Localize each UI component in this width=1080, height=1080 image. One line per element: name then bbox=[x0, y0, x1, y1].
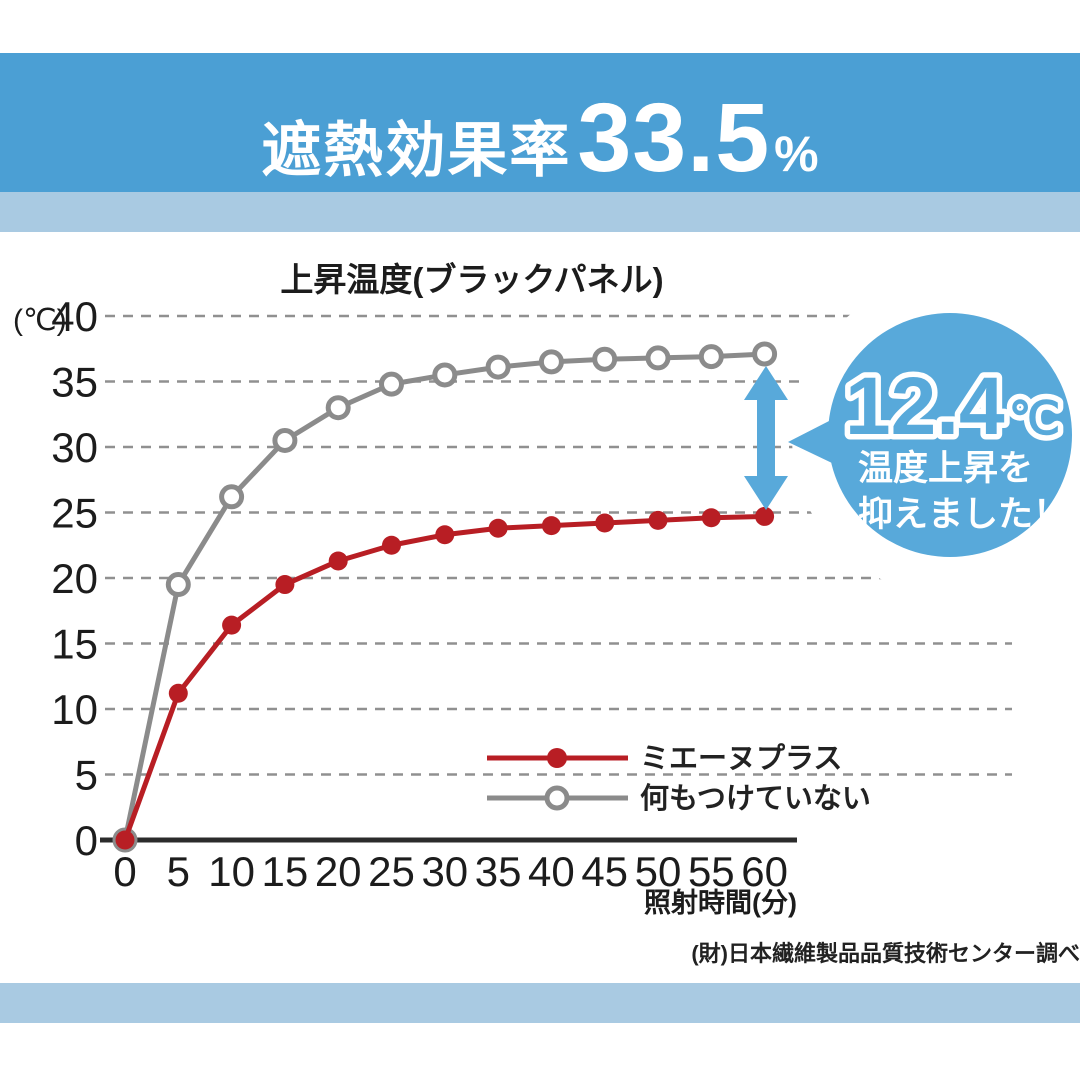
data-point-filled bbox=[328, 551, 348, 571]
data-point-open bbox=[645, 345, 671, 371]
y-tick-label-40: 40 bbox=[51, 293, 98, 340]
y-tick-label-30: 30 bbox=[51, 424, 98, 471]
difference-arrow bbox=[744, 366, 788, 510]
data-point-filled bbox=[435, 525, 455, 545]
banner-title-number: 33.5 bbox=[577, 83, 771, 192]
x-tick-label-5: 5 bbox=[167, 848, 190, 895]
legend-label-gray: 何もつけていない bbox=[640, 782, 871, 815]
source-note: (財)日本繊維製品品質技術センター調べ bbox=[691, 941, 1080, 966]
banner-title: 遮熱効果率 33.5 % bbox=[261, 89, 818, 189]
data-point-filled bbox=[701, 508, 721, 528]
x-tick-label-40: 40 bbox=[528, 848, 575, 895]
data-point-filled bbox=[595, 513, 615, 533]
x-axis-title: 照射時間(分) bbox=[644, 888, 797, 918]
legend-marker-gray-open-circle bbox=[544, 785, 570, 811]
x-tick-label-30: 30 bbox=[421, 848, 468, 895]
x-tick-label-25: 25 bbox=[368, 848, 415, 895]
data-point-filled bbox=[168, 683, 188, 703]
y-tick-label-15: 15 bbox=[51, 621, 98, 668]
data-point-filled bbox=[222, 615, 242, 635]
y-tick-label-0: 0 bbox=[75, 817, 98, 864]
data-point-filled bbox=[275, 575, 295, 595]
bubble-unit: ℃ bbox=[1009, 392, 1061, 444]
banner-title-text: 遮熱効果率 bbox=[261, 117, 572, 184]
banner: 遮熱効果率 33.5 % bbox=[0, 53, 1080, 192]
data-point-filled bbox=[382, 535, 401, 555]
data-point-open bbox=[379, 371, 404, 397]
data-point-open bbox=[165, 572, 191, 598]
data-point-filled bbox=[648, 510, 668, 530]
bubble-line1: 温度上昇を bbox=[858, 449, 1033, 488]
annotation-bubble: 12.4℃ 温度上昇を 抑えました！ bbox=[788, 313, 1072, 557]
data-point-open bbox=[485, 354, 511, 380]
light-blue-band-top bbox=[0, 192, 1080, 232]
data-point-open bbox=[752, 341, 778, 367]
data-point-filled bbox=[488, 518, 508, 538]
legend-marker-red-filled-circle bbox=[547, 748, 567, 768]
x-tick-label-35: 35 bbox=[475, 848, 522, 895]
data-point-open bbox=[432, 362, 458, 388]
data-point-open bbox=[698, 344, 724, 370]
x-tick-label-20: 20 bbox=[315, 848, 362, 895]
bubble-value: 12.4 bbox=[845, 361, 1005, 452]
y-axis-unit-label: (℃) bbox=[13, 304, 67, 337]
legend: ミエーヌプラス 何もつけていない bbox=[487, 742, 871, 815]
y-tick-label-10: 10 bbox=[51, 686, 98, 733]
x-tick-label-15: 15 bbox=[262, 848, 309, 895]
data-point-open bbox=[592, 346, 618, 372]
data-point-open bbox=[538, 349, 564, 375]
legend-label-red: ミエーヌプラス bbox=[640, 742, 842, 775]
x-tick-label-55: 55 bbox=[688, 848, 735, 895]
data-point-filled bbox=[541, 516, 561, 536]
y-tick-label-20: 20 bbox=[51, 555, 98, 602]
data-point-open bbox=[325, 395, 351, 421]
data-point-filled bbox=[115, 830, 135, 850]
x-tick-label-45: 45 bbox=[581, 848, 628, 895]
x-tick-label-10: 10 bbox=[208, 848, 255, 895]
bubble-line2: 抑えました！ bbox=[858, 495, 1068, 534]
y-tick-label-35: 35 bbox=[51, 359, 98, 406]
chart-title: 上昇温度(ブラックパネル) bbox=[280, 261, 663, 298]
y-tick-label-5: 5 bbox=[75, 752, 98, 799]
bubble-value-text: 12.4℃ bbox=[845, 361, 1060, 452]
light-blue-band-bottom bbox=[0, 983, 1080, 1023]
data-point-filled bbox=[755, 506, 775, 526]
x-tick-label-50: 50 bbox=[635, 848, 682, 895]
bubble-circle bbox=[828, 313, 1072, 557]
data-point-open bbox=[219, 484, 245, 510]
x-tick-label-0: 0 bbox=[113, 848, 136, 895]
x-tick-label-60: 60 bbox=[741, 848, 788, 895]
banner-title-percent: % bbox=[774, 126, 819, 182]
data-point-open bbox=[272, 427, 298, 453]
y-tick-label-25: 25 bbox=[51, 490, 98, 537]
